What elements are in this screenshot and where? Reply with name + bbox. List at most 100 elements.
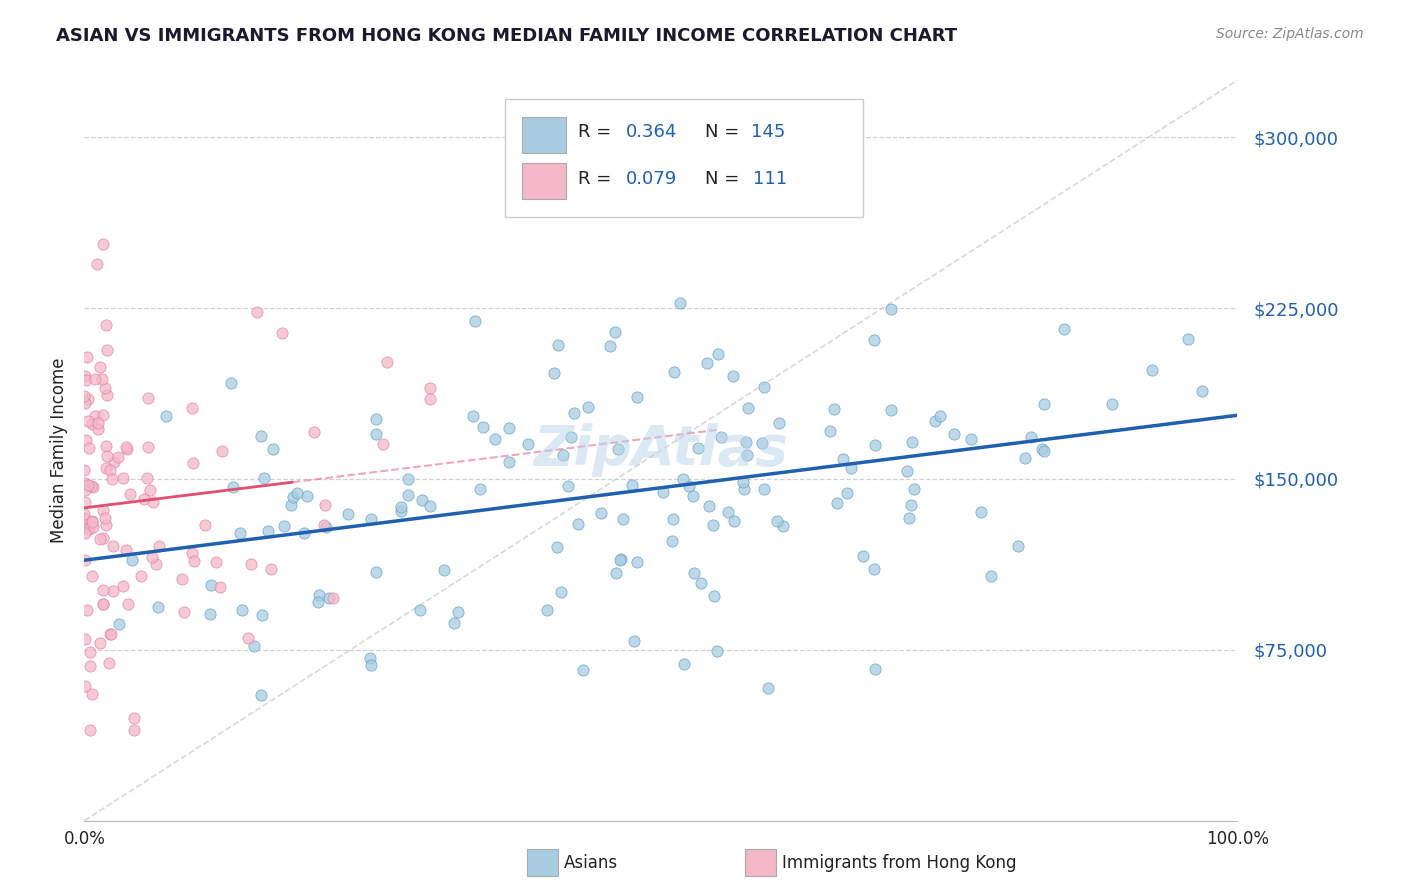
Point [703,589,725,603]
Point [76,414,98,428]
Point [737,401,759,416]
Point [73,520,96,534]
Point [221,376,243,390]
Point [610,552,633,566]
Point [572,663,595,677]
Point [837,486,859,500]
Point [91,237,114,252]
Point [607,442,630,456]
Point [472,420,495,434]
Point [337,507,360,521]
Point [419,381,441,395]
Point [297,490,319,504]
Point [567,516,589,531]
Text: R =: R = [578,170,612,188]
Point [73,483,96,498]
Point [364,566,387,580]
Point [723,368,745,383]
Point [82,515,104,529]
Point [1177,332,1199,346]
Point [90,372,112,386]
Point [903,482,925,496]
Point [86,257,108,271]
Point [896,464,918,478]
Point [80,479,103,493]
Point [91,598,114,612]
Point [623,634,645,648]
Text: 0.079: 0.079 [626,170,678,188]
Point [181,546,204,560]
Point [766,515,789,529]
Point [605,326,627,340]
Point [112,471,135,485]
Point [84,372,107,386]
Point [419,499,441,513]
Point [93,408,115,422]
Point [145,557,167,571]
Point [89,636,111,650]
Point [101,539,124,553]
Point [664,365,686,379]
Point [672,471,695,485]
Point [970,505,993,519]
Point [94,461,117,475]
Point [723,514,745,528]
Point [138,392,160,406]
Point [73,369,96,384]
Point [717,506,740,520]
Point [181,456,204,470]
Point [557,478,579,492]
Point [751,436,773,450]
Point [96,343,118,358]
Point [148,539,170,553]
Point [652,485,675,500]
Point [364,427,387,442]
Point [697,500,720,514]
Point [591,506,613,520]
Point [863,438,886,452]
Point [129,569,152,583]
Point [270,326,292,340]
Point [75,526,97,541]
Point [75,373,97,387]
Point [839,461,862,475]
Point [443,616,465,631]
Point [87,422,110,436]
Point [678,479,700,493]
Point [818,424,841,438]
Point [94,318,117,332]
Point [273,519,295,533]
Point [1007,539,1029,553]
Point [1140,363,1163,377]
Point [122,723,145,737]
Point [626,390,648,404]
Point [73,507,96,521]
Point [373,437,395,451]
Point [91,597,114,611]
Point [82,514,104,528]
Point [980,569,1002,583]
Text: Asians: Asians [564,854,617,871]
Point [901,434,924,449]
Text: N =: N = [704,123,740,141]
Point [398,488,420,502]
Point [468,482,491,496]
Point [285,486,308,500]
Point [121,553,143,567]
Point [280,498,302,512]
Point [122,711,145,725]
Point [73,632,96,646]
Point [862,562,884,576]
Point [312,517,335,532]
Point [536,603,558,617]
Point [360,512,382,526]
Point [752,483,775,497]
Point [960,432,983,446]
Point [756,681,779,696]
Point [446,605,468,619]
Point [117,597,139,611]
Point [389,500,412,515]
FancyBboxPatch shape [523,163,567,199]
Text: 145: 145 [751,123,785,141]
Point [82,569,104,583]
